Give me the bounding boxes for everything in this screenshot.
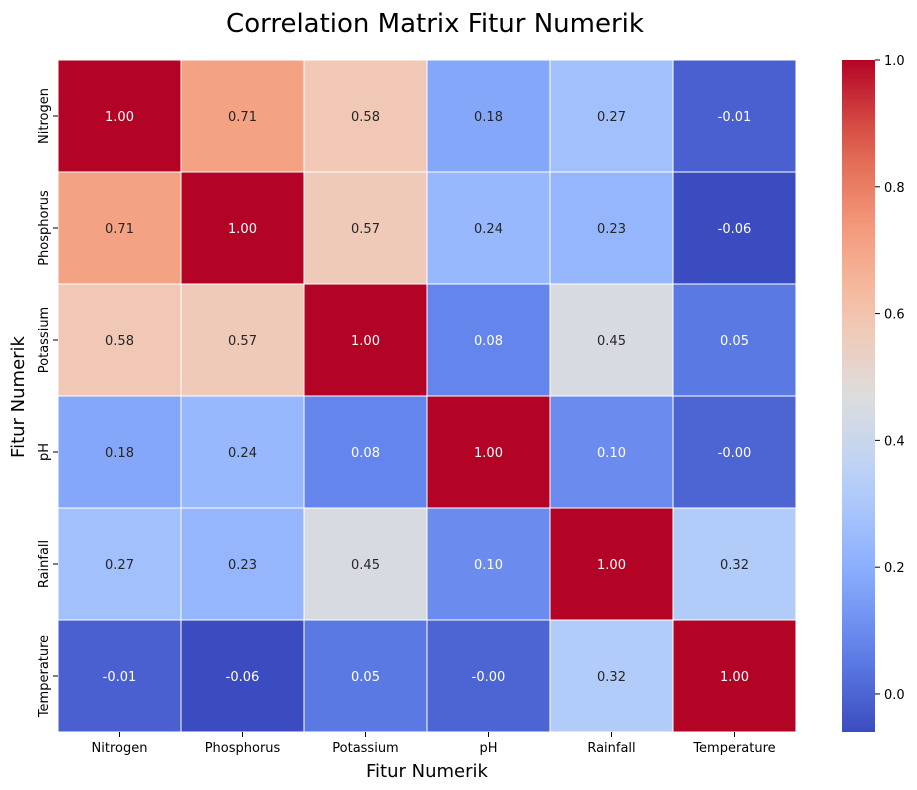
- cell-value-label: 1.00: [228, 222, 257, 237]
- heatmap-cell: [303, 283, 428, 397]
- cell-value-label: 0.05: [720, 334, 749, 349]
- colorbar-tick-label: 0.6: [884, 308, 905, 323]
- heatmap-cell: [180, 171, 305, 285]
- cell-value-label: 1.00: [474, 446, 503, 461]
- colorbar: 0.0 0.2 0.4 0.6 0.8 1.0: [842, 54, 905, 732]
- cell-value-label: 1.00: [720, 670, 749, 685]
- heatmap-cell: [672, 507, 797, 621]
- heatmap-cell: [549, 395, 674, 509]
- colorbar-gradient: [842, 60, 875, 732]
- cell-value-label: 0.57: [351, 222, 380, 237]
- cell-value-label: 0.10: [474, 558, 503, 573]
- cell-value-label: 0.45: [351, 558, 380, 573]
- cell-value-label: 1.00: [597, 558, 626, 573]
- y-tick-label: pH: [37, 443, 52, 461]
- x-tick-label: Nitrogen: [92, 741, 148, 756]
- cell-value-label: 1.00: [351, 334, 380, 349]
- cell-value-label: 0.08: [351, 446, 380, 461]
- heatmap-cell: [672, 171, 797, 285]
- heatmap-cell: [549, 507, 674, 621]
- y-tick-label: Temperature: [37, 635, 52, 718]
- cell-value-label: 0.23: [597, 222, 626, 237]
- cell-value-label: 0.08: [474, 334, 503, 349]
- cell-value-label: 0.10: [597, 446, 626, 461]
- heatmap-cell: [303, 395, 428, 509]
- cell-value-label: 0.24: [228, 446, 257, 461]
- cell-value-label: -0.06: [226, 670, 260, 685]
- cell-value-label: -0.01: [103, 670, 137, 685]
- heatmap-cell: [180, 59, 305, 173]
- y-axis-label: Fitur Numerik: [8, 335, 29, 458]
- heatmap-cell: [57, 507, 182, 621]
- cell-value-label: 0.45: [597, 334, 626, 349]
- heatmap-cell: [672, 395, 797, 509]
- cell-value-label: -0.00: [472, 670, 506, 685]
- colorbar-tick-label: 1.0: [884, 54, 905, 69]
- y-tick-label: Phosphorus: [37, 190, 52, 266]
- heatmap-cell: [57, 395, 182, 509]
- chart-title: Correlation Matrix Fitur Numerik: [226, 9, 644, 39]
- heatmap-grid: [57, 59, 797, 733]
- heatmap-cell: [672, 59, 797, 173]
- heatmap-annotations: 1.00 0.71 0.58 0.18 0.27 -0.01 0.71 1.00 0.57 0.2…: [103, 110, 752, 685]
- colorbar-ticks: 0.0 0.2 0.4 0.6 0.8 1.0: [875, 54, 905, 703]
- heatmap-cell: [303, 507, 428, 621]
- cell-value-label: 1.00: [105, 110, 134, 125]
- cell-value-label: 0.32: [597, 670, 626, 685]
- y-axis-ticks: Nitrogen Phosphorus Potassium pH Rainfall Tem…: [37, 88, 58, 718]
- x-axis-label: Fitur Numerik: [366, 761, 489, 782]
- x-axis-ticks: Nitrogen Phosphorus Potassium pH Rainfall Tem…: [92, 732, 776, 756]
- cell-value-label: 0.18: [105, 446, 134, 461]
- heatmap-cell: [426, 283, 551, 397]
- colorbar-tick-label: 0.8: [884, 181, 905, 196]
- cell-value-label: 0.58: [105, 334, 134, 349]
- heatmap-cell: [180, 283, 305, 397]
- cell-value-label: -0.01: [718, 110, 752, 125]
- x-tick-label: pH: [479, 741, 497, 756]
- colorbar-tick-label: 0.0: [884, 688, 905, 703]
- cell-value-label: 0.32: [720, 558, 749, 573]
- y-tick-label: Nitrogen: [37, 88, 52, 144]
- cell-value-label: -0.00: [718, 446, 752, 461]
- cell-value-label: 0.58: [351, 110, 380, 125]
- cell-value-label: -0.06: [718, 222, 752, 237]
- y-tick-label: Potassium: [37, 307, 52, 373]
- heatmap-cell: [549, 283, 674, 397]
- heatmap-cell: [426, 507, 551, 621]
- cell-value-label: 0.05: [351, 670, 380, 685]
- heatmap-cell: [57, 283, 182, 397]
- x-tick-label: Potassium: [332, 741, 398, 756]
- heatmap-cell: [426, 395, 551, 509]
- cell-value-label: 0.24: [474, 222, 503, 237]
- heatmap-cell: [672, 619, 797, 733]
- heatmap-cell: [57, 59, 182, 173]
- heatmap-cell: [549, 59, 674, 173]
- cell-value-label: 0.71: [105, 222, 134, 237]
- cell-value-label: 0.23: [228, 558, 257, 573]
- cell-value-label: 0.27: [597, 110, 626, 125]
- x-tick-label: Rainfall: [587, 741, 635, 756]
- heatmap-cell: [303, 59, 428, 173]
- cell-value-label: 0.57: [228, 334, 257, 349]
- heatmap-cell: [57, 619, 182, 733]
- cell-value-label: 0.18: [474, 110, 503, 125]
- heatmap-cell: [672, 283, 797, 397]
- heatmap-cell: [426, 59, 551, 173]
- colorbar-tick-label: 0.4: [884, 434, 905, 449]
- heatmap-cell: [426, 171, 551, 285]
- x-tick-label: Temperature: [692, 741, 775, 756]
- x-tick-label: Phosphorus: [205, 741, 281, 756]
- cell-value-label: 0.71: [228, 110, 257, 125]
- y-tick-label: Rainfall: [37, 540, 52, 588]
- cell-value-label: 0.27: [105, 558, 134, 573]
- heatmap-cell: [180, 395, 305, 509]
- colorbar-tick-label: 0.2: [884, 561, 905, 576]
- heatmap-cell: [549, 619, 674, 733]
